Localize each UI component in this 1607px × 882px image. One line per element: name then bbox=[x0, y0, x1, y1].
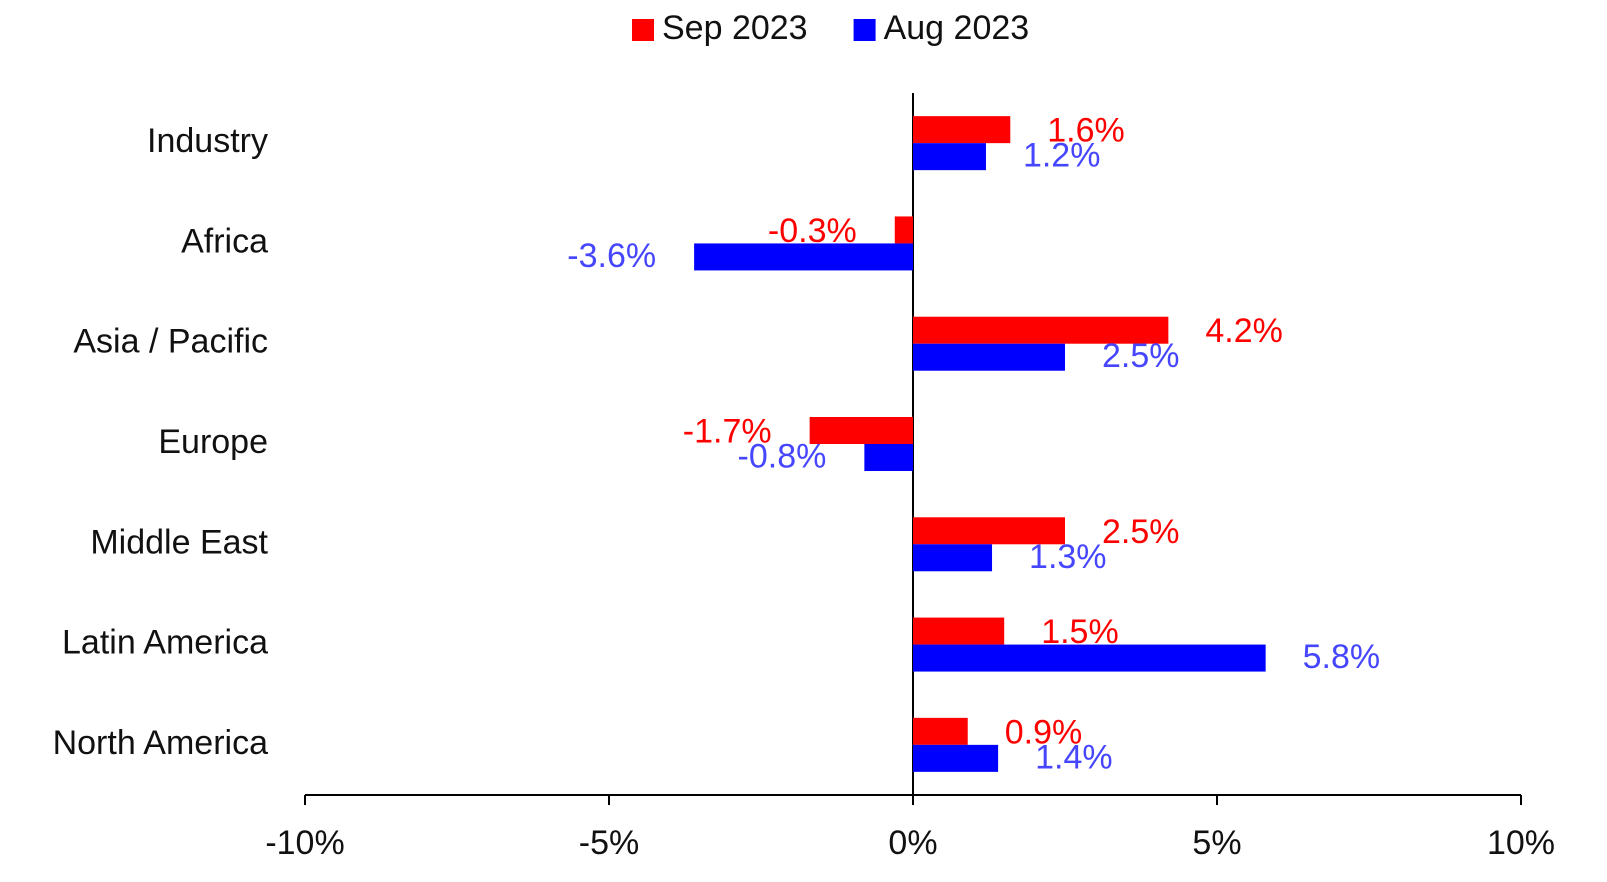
bar bbox=[864, 444, 913, 471]
data-label: 1.6% bbox=[1047, 112, 1125, 150]
x-tick-label: -10% bbox=[265, 824, 344, 862]
legend-label: Sep 2023 bbox=[662, 9, 808, 47]
legend-label: Aug 2023 bbox=[884, 9, 1030, 47]
x-tick-label: 0% bbox=[888, 824, 937, 862]
y-tick-label: Africa bbox=[181, 222, 268, 260]
y-tick-label: Asia / Pacific bbox=[73, 323, 268, 361]
bar bbox=[913, 744, 999, 772]
bar bbox=[894, 216, 913, 244]
data-label: -1.7% bbox=[683, 412, 772, 450]
data-label: 2.5% bbox=[1102, 513, 1180, 551]
bar bbox=[913, 517, 1065, 545]
x-tick-label: 5% bbox=[1192, 824, 1241, 862]
data-label: 4.2% bbox=[1205, 312, 1283, 350]
data-label: 1.3% bbox=[1029, 538, 1107, 576]
y-tick-label: Europe bbox=[158, 423, 268, 461]
bar bbox=[913, 116, 1011, 144]
data-label: -0.8% bbox=[738, 437, 827, 475]
data-label: 0.9% bbox=[1005, 713, 1083, 751]
bar bbox=[913, 143, 986, 171]
data-label: 1.4% bbox=[1035, 738, 1113, 776]
x-tick-label: -5% bbox=[579, 824, 639, 862]
data-label: 5.8% bbox=[1303, 638, 1381, 676]
data-label: 2.5% bbox=[1102, 337, 1180, 375]
bar bbox=[913, 544, 993, 572]
data-label: -3.6% bbox=[567, 237, 656, 275]
bar bbox=[694, 243, 913, 271]
y-tick-label: Latin America bbox=[62, 624, 268, 662]
y-tick-label: Industry bbox=[147, 122, 268, 160]
y-tick-label: Middle East bbox=[90, 523, 268, 561]
y-tick-label: North America bbox=[53, 724, 268, 762]
x-tick-label: 10% bbox=[1487, 824, 1555, 862]
bar bbox=[809, 417, 913, 444]
bar bbox=[913, 343, 1065, 371]
bar bbox=[913, 717, 968, 745]
bar bbox=[913, 316, 1169, 344]
bar bbox=[913, 644, 1266, 672]
legend-swatch bbox=[853, 19, 876, 41]
legend-swatch bbox=[632, 19, 654, 41]
data-label: 1.2% bbox=[1023, 137, 1100, 175]
bar bbox=[913, 617, 1005, 645]
